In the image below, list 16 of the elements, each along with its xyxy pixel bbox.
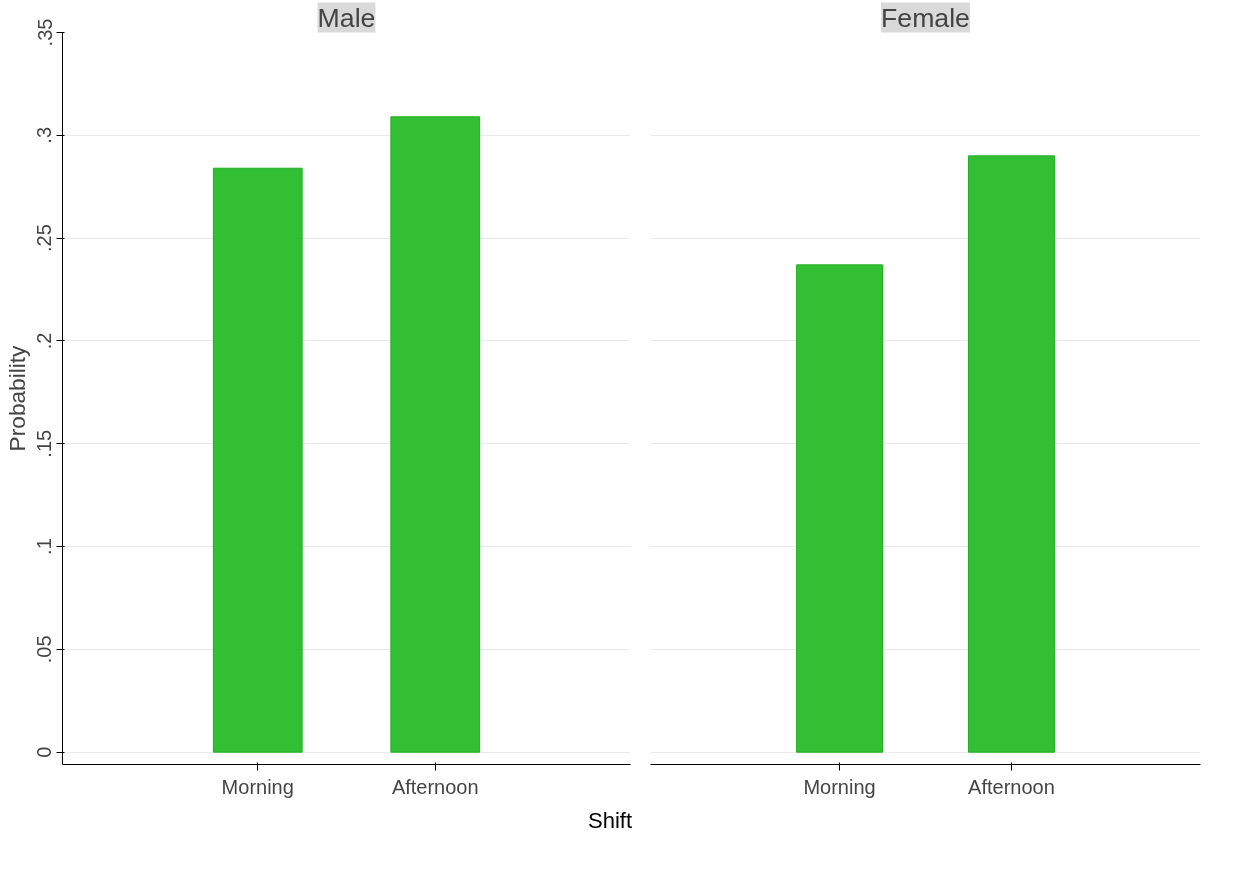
x-tick-label: Afternoon xyxy=(391,775,479,798)
y-tick-label: .05 xyxy=(33,635,56,664)
chart-title: Male xyxy=(317,2,376,33)
x-tick-label: Morning xyxy=(221,775,294,798)
y-tick-label: 0 xyxy=(33,746,56,758)
y-tick-label: .35 xyxy=(33,18,56,47)
y-tick-label: .2 xyxy=(33,332,56,350)
y-tick-label: .25 xyxy=(33,224,56,253)
x-axis-title: Shift xyxy=(587,807,633,835)
x-tick-label: Morning xyxy=(803,775,876,798)
y-axis-title: Probability xyxy=(3,344,30,452)
y-tick-label: .1 xyxy=(33,538,56,555)
x-tick-label: Afternoon xyxy=(968,775,1055,798)
chart-title: Female xyxy=(881,2,970,33)
y-tick-label: .3 xyxy=(33,126,56,144)
y-tick-label: .15 xyxy=(33,429,56,458)
